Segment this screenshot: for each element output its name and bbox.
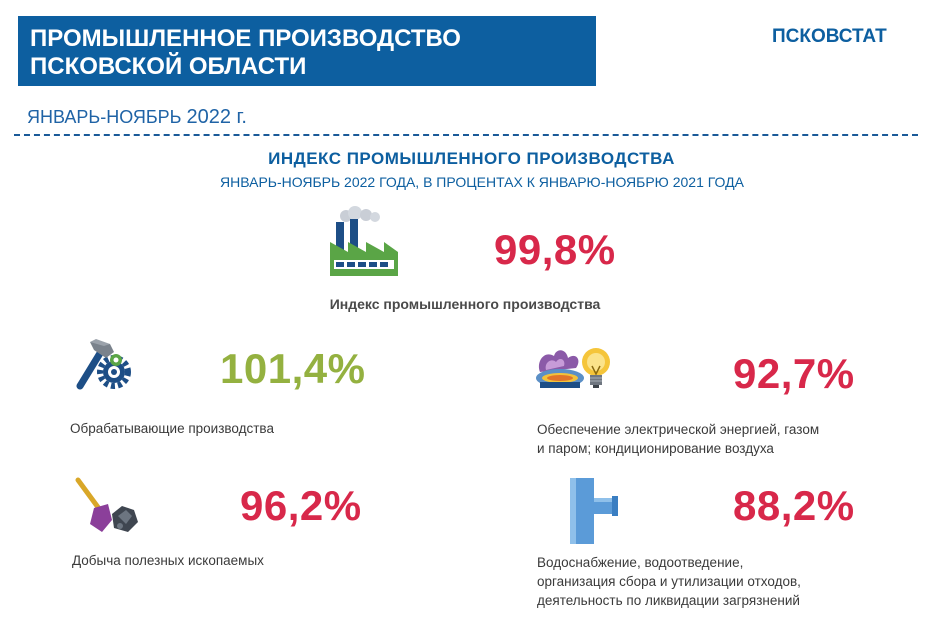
dashed-divider [14,134,918,136]
period-months: ЯНВАРЬ-НОЯБРЬ [27,107,182,127]
sector-water-label-line-2: организация сбора и утилизации отходов, [537,574,801,589]
factory-icon [330,206,398,276]
main-index-value: 99,8% [494,226,616,273]
sector-water-label-line-1: Водоснабжение, водоотведение, [537,555,744,570]
shovel-coal-icon [75,477,138,532]
section-heading: ИНДЕКС ПРОМЫШЛЕННОГО ПРОИЗВОДСТВА [268,149,675,168]
sector-mining-value: 96,2% [240,482,362,529]
sector-energy-label-line-1: Обеспечение электрической энергией, газо… [537,422,820,437]
sector-water-value: 88,2% [733,482,855,529]
section-subheading: ЯНВАРЬ-НОЯБРЬ 2022 ГОДА, В ПРОЦЕНТАХ К Я… [220,174,744,190]
sector-water-label-line-3: деятельность по ликвидации загрязнений [537,593,800,608]
hammer-gear-icon [76,339,131,390]
period-year: 2022 г. [186,106,247,128]
sector-mining-label: Добыча полезных ископаемых [72,551,264,570]
sector-mining-label-line: Добыча полезных ископаемых [72,553,264,568]
sector-energy-label: Обеспечение электрической энергией, газо… [537,420,819,458]
water-pipe-icon [570,478,618,544]
sector-energy-value: 92,7% [733,350,855,397]
sector-manufacturing-value: 101,4% [220,345,366,392]
title-line-1: ПРОМЫШЛЕННОЕ ПРОИЗВОДСТВО [30,25,461,52]
sector-water-label: Водоснабжение, водоотведение, организаци… [537,553,801,610]
title-line-2: ПСКОВСКОЙ ОБЛАСТИ [30,53,307,80]
main-index-label: Индекс промышленного производства [329,296,601,312]
organization-name: ПСКОВСТАТ [772,26,887,47]
sector-manufacturing-label: Обрабатывающие производства [70,419,274,438]
period-label: ЯНВАРЬ-НОЯБРЬ 2022 г. [27,106,247,129]
sector-manufacturing-label-line: Обрабатывающие производства [70,421,274,436]
gas-flame-lightbulb-icon [536,348,610,388]
title-banner: ПРОМЫШЛЕННОЕ ПРОИЗВОДСТВО ПСКОВСКОЙ ОБЛА… [18,16,596,86]
sector-energy-label-line-2: и паром; кондиционирование воздуха [537,441,774,456]
